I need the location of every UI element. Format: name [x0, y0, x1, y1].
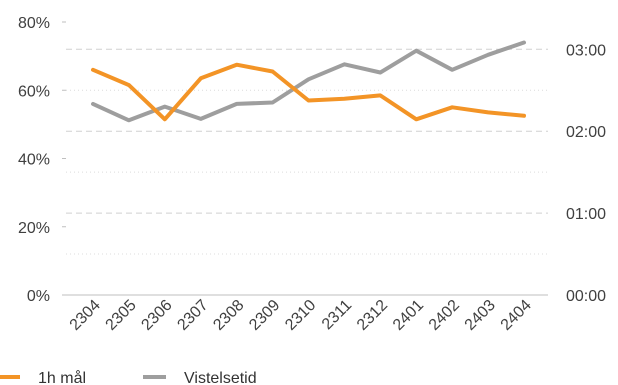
data-point: [307, 77, 310, 81]
left-tick-label: 0%: [27, 288, 50, 305]
data-point: [307, 98, 310, 102]
left-tick-label: 20%: [18, 220, 50, 237]
x-tick-label: 2305: [103, 297, 140, 334]
data-point: [199, 117, 203, 121]
right-tick-label: 02:00: [566, 124, 606, 141]
legend-label-1h-mal: 1h mål: [38, 369, 86, 385]
data-point: [522, 114, 526, 118]
left-axis-ticks: 0% 20% 40% 60% 80%: [18, 15, 66, 305]
data-point: [378, 71, 382, 75]
right-tick-label: 01:00: [566, 206, 606, 223]
right-tick-label: 00:00: [566, 288, 606, 305]
x-tick-label: 2308: [210, 297, 247, 334]
x-tick-label: 2401: [390, 297, 427, 334]
x-tick-label: 2402: [426, 297, 463, 334]
x-tick-label: 2304: [67, 297, 104, 334]
data-point: [163, 117, 167, 121]
series-layer: [91, 40, 526, 123]
data-point: [414, 49, 418, 53]
data-point: [271, 101, 275, 105]
right-axis-ticks: 00:00 01:00 02:00 03:00: [566, 42, 606, 305]
x-tick-label: 2306: [138, 297, 175, 334]
data-point: [414, 117, 418, 121]
data-point: [378, 93, 382, 97]
grid-lines: [66, 48, 548, 296]
x-tick-label: 2403: [462, 297, 499, 334]
data-point: [450, 68, 454, 72]
legend-label-vistelsetid: Vistelsetid: [184, 370, 257, 385]
data-point: [271, 69, 275, 73]
left-tick-label: 40%: [18, 152, 50, 169]
data-point: [127, 118, 131, 122]
data-point: [163, 105, 167, 109]
data-point: [486, 110, 490, 114]
data-point: [486, 53, 490, 57]
x-tick-label: 2311: [319, 297, 355, 333]
data-point: [91, 68, 95, 72]
data-point: [91, 102, 95, 106]
data-point: [522, 40, 526, 44]
x-tick-label: 2307: [174, 297, 211, 334]
x-tick-label: 2312: [354, 297, 391, 334]
x-tick-label: 2309: [246, 297, 283, 334]
right-tick-label: 03:00: [566, 42, 606, 59]
data-point: [127, 83, 131, 87]
left-tick-label: 60%: [18, 83, 50, 100]
left-tick-label: 80%: [18, 15, 50, 32]
data-point: [235, 63, 239, 67]
data-point: [342, 97, 346, 101]
x-tick-label: 2404: [498, 297, 535, 334]
data-point: [342, 62, 346, 66]
x-tick-label: 2310: [282, 297, 319, 334]
data-point: [450, 105, 454, 109]
legend: 1h mål Vistelsetid: [0, 369, 257, 385]
series-line-1h-mal: [91, 62, 526, 122]
data-point: [199, 76, 203, 80]
data-point: [235, 102, 239, 106]
